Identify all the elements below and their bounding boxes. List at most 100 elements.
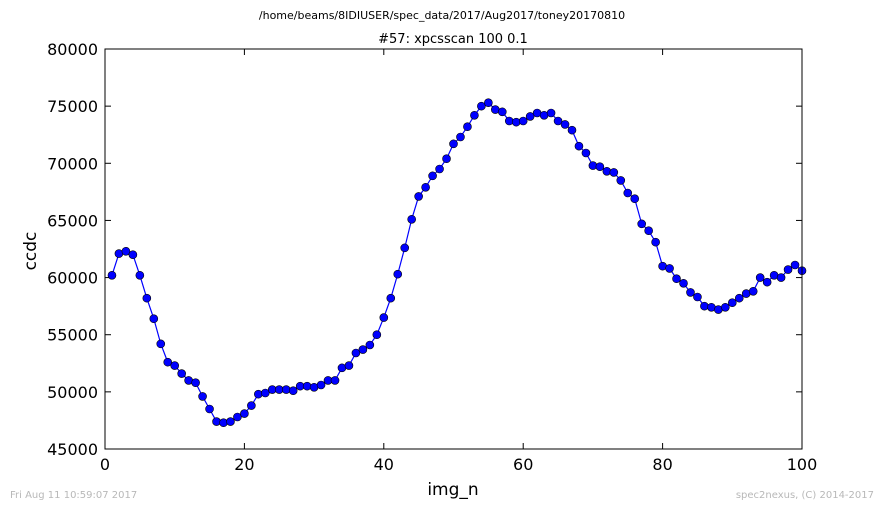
y-tick-label-0: 45000 <box>47 440 98 459</box>
footer-copyright: spec2nexus, (C) 2014-2017 <box>736 490 874 501</box>
data-point <box>623 188 633 198</box>
data-point <box>435 164 444 174</box>
data-point <box>142 293 152 303</box>
data-point <box>693 292 702 302</box>
data-point <box>595 162 605 172</box>
data-point <box>288 386 298 396</box>
data-point <box>365 340 375 350</box>
data-point <box>762 277 772 287</box>
data-point <box>393 269 403 279</box>
data-point <box>170 361 179 370</box>
data-point <box>400 243 410 253</box>
data-point <box>470 110 479 120</box>
series-line-0 <box>111 101 803 424</box>
data-point <box>504 116 514 126</box>
data-point <box>609 168 619 177</box>
data-point <box>428 171 437 181</box>
data-point <box>525 112 535 121</box>
data-point <box>351 348 361 358</box>
data-point <box>302 381 312 391</box>
data-point <box>226 417 235 426</box>
data-point <box>386 293 396 303</box>
data-point <box>156 339 166 349</box>
y-tick-label-1: 50000 <box>47 383 98 402</box>
data-point <box>630 194 640 204</box>
data-point <box>477 101 486 111</box>
data-point <box>700 301 709 311</box>
data-point <box>247 401 256 410</box>
y-tick-label-6: 75000 <box>47 97 98 116</box>
chart-title: #57: xpcsscan 100 0.1 <box>378 32 528 47</box>
data-point <box>456 132 465 142</box>
x-tick-label-3: 60 <box>513 455 533 474</box>
y-tick-label-7: 80000 <box>47 40 98 59</box>
data-point <box>261 388 270 398</box>
data-point <box>212 417 221 426</box>
data-point <box>449 139 458 149</box>
data-point <box>205 404 214 414</box>
plot-frame <box>104 48 803 450</box>
data-point <box>177 369 186 378</box>
data-point <box>727 298 737 308</box>
data-point <box>637 219 646 229</box>
x-tick-label-5: 100 <box>787 455 818 474</box>
data-point <box>149 314 159 324</box>
data-point <box>379 313 389 322</box>
data-point <box>665 264 674 273</box>
data-point <box>240 409 249 418</box>
data-point <box>407 214 416 224</box>
data-point <box>107 270 117 280</box>
data-point <box>567 125 577 135</box>
data-point <box>518 116 528 126</box>
data-point <box>372 330 382 340</box>
data-point <box>463 122 472 132</box>
data-point <box>254 389 263 399</box>
data-point <box>121 246 131 256</box>
y-tick-label-3: 60000 <box>47 269 98 288</box>
x-tick-label-0: 0 <box>100 455 110 474</box>
data-point <box>219 418 228 428</box>
x-tick-label-4: 80 <box>652 455 672 474</box>
data-point <box>581 148 591 158</box>
data-point <box>755 273 765 282</box>
data-point <box>281 385 291 394</box>
plot-area: 0 20 40 60 80 100 45000 50000 55000 60000 65000 700… <box>47 40 817 474</box>
data-point <box>644 226 653 236</box>
data-point <box>344 361 354 370</box>
data-point <box>497 107 507 117</box>
x-axis-label: img_n <box>427 480 478 500</box>
y-axis-label: ccdc <box>21 232 41 271</box>
data-point <box>588 161 598 170</box>
data-point <box>790 260 800 270</box>
data-point <box>560 120 570 129</box>
y-tick-label-5: 70000 <box>47 154 98 173</box>
data-point <box>316 380 326 390</box>
data-point <box>330 376 340 385</box>
data-point <box>198 392 207 401</box>
data-point <box>442 154 451 164</box>
data-point <box>672 274 681 284</box>
figure-path-title: /home/beams/8IDIUSER/spec_data/2017/Aug2… <box>259 9 625 22</box>
data-point <box>783 265 793 274</box>
data-point <box>721 302 730 312</box>
data-point <box>553 116 563 126</box>
data-point <box>651 237 660 247</box>
x-tick-label-2: 40 <box>374 455 394 474</box>
data-point <box>191 378 200 388</box>
data-point <box>163 357 173 367</box>
data-point <box>135 270 145 280</box>
x-tick-label-1: 20 <box>234 455 254 474</box>
data-point <box>686 288 695 297</box>
data-point <box>421 182 430 192</box>
data-point <box>748 286 758 296</box>
data-point <box>616 176 626 185</box>
data-point <box>734 293 744 303</box>
data-point <box>602 166 612 176</box>
data-point <box>233 412 242 422</box>
data-point <box>546 108 556 118</box>
data-point <box>679 278 688 288</box>
data-point <box>358 345 368 354</box>
data-point <box>776 273 786 282</box>
data-point <box>128 250 138 260</box>
